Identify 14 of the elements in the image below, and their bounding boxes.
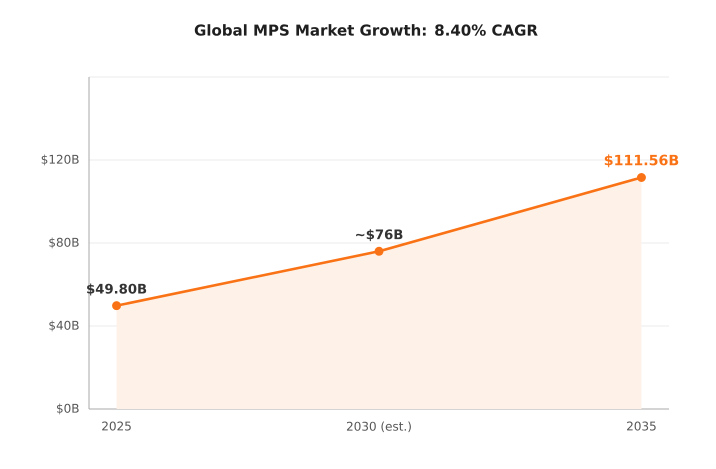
data-label: $49.80B (87, 283, 146, 296)
data-label: ~$76B (356, 229, 402, 242)
x-tick-label: 2025 (102, 422, 131, 431)
data-label: $111.56B (604, 154, 678, 168)
y-tick-label: $80B (49, 238, 79, 248)
y-tick-label: $0B (56, 404, 79, 414)
x-tick-label: 2030 (est.) (346, 422, 411, 432)
x-tick-label: 2035 (627, 422, 656, 431)
point (112, 301, 122, 310)
point (374, 246, 384, 256)
y-tick-label: $120B (42, 154, 79, 166)
point (636, 173, 646, 182)
chart-title: Global MPS Market Growth: 8.40% CAGR (194, 24, 538, 36)
y-tick-label: $40B (49, 320, 79, 332)
